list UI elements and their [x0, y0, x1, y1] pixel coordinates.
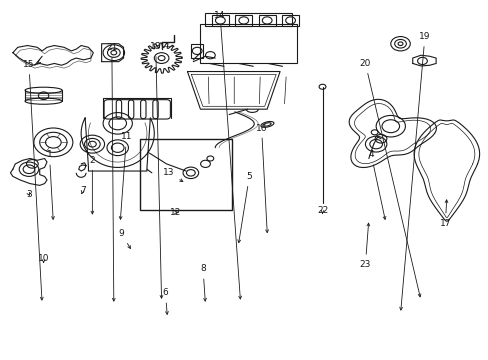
Text: 4: 4	[368, 150, 385, 219]
Bar	[282, 15, 299, 26]
Text: 8: 8	[200, 265, 206, 301]
Bar	[258, 15, 275, 26]
Text: 11: 11	[119, 132, 132, 219]
Bar	[235, 15, 252, 26]
Text: 23: 23	[359, 223, 370, 269]
Text: 15: 15	[23, 60, 43, 300]
Text: 21: 21	[106, 43, 117, 301]
Bar	[140, 139, 232, 211]
Circle shape	[80, 135, 104, 153]
Text: 14: 14	[214, 10, 241, 299]
Text: 1: 1	[46, 150, 54, 219]
Text: 16: 16	[255, 123, 268, 233]
Text: 17: 17	[439, 200, 450, 228]
Text: 6: 6	[163, 288, 168, 314]
Text: 7: 7	[80, 186, 85, 195]
Text: 13: 13	[163, 168, 183, 181]
Bar	[211, 15, 228, 26]
Text: 12: 12	[169, 208, 181, 217]
Text: 2: 2	[89, 156, 95, 214]
Bar	[199, 24, 297, 63]
Ellipse shape	[25, 87, 62, 93]
Text: 18: 18	[150, 42, 163, 298]
Text: 22: 22	[316, 206, 327, 215]
Text: 3: 3	[26, 190, 32, 199]
Circle shape	[34, 128, 73, 157]
Text: 10: 10	[38, 255, 49, 264]
Text: 9: 9	[119, 229, 130, 248]
Text: 19: 19	[399, 32, 430, 310]
Text: 20: 20	[359, 59, 420, 297]
Bar	[204, 13, 292, 26]
Bar	[190, 44, 203, 58]
Text: 5: 5	[237, 172, 252, 243]
